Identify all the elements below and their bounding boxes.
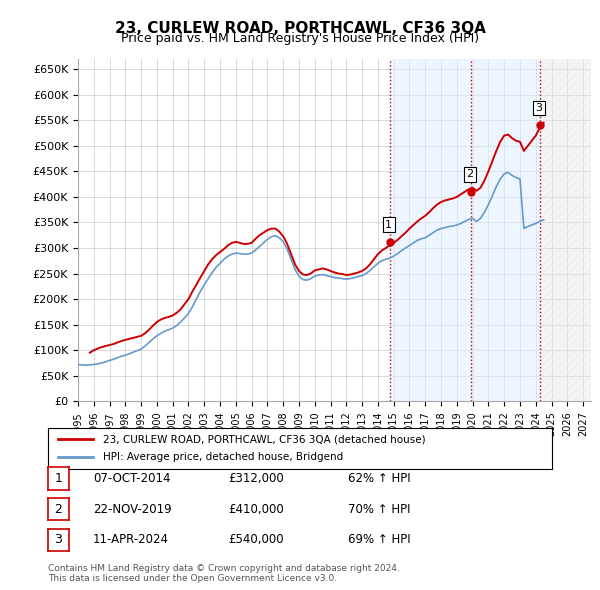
Text: 23, CURLEW ROAD, PORTHCAWL, CF36 3QA (detached house): 23, CURLEW ROAD, PORTHCAWL, CF36 3QA (de… bbox=[103, 434, 426, 444]
Text: 2: 2 bbox=[55, 503, 62, 516]
Text: HPI: Average price, detached house, Bridgend: HPI: Average price, detached house, Brid… bbox=[103, 453, 344, 463]
Text: 1: 1 bbox=[55, 472, 62, 485]
Text: 70% ↑ HPI: 70% ↑ HPI bbox=[348, 503, 410, 516]
Bar bbox=[540, 59, 591, 401]
Text: Price paid vs. HM Land Registry's House Price Index (HPI): Price paid vs. HM Land Registry's House … bbox=[121, 32, 479, 45]
Bar bbox=[390, 59, 471, 401]
Text: £410,000: £410,000 bbox=[228, 503, 284, 516]
Text: 07-OCT-2014: 07-OCT-2014 bbox=[93, 472, 170, 485]
Text: £312,000: £312,000 bbox=[228, 472, 284, 485]
Text: 22-NOV-2019: 22-NOV-2019 bbox=[93, 503, 172, 516]
Text: 3: 3 bbox=[55, 533, 62, 546]
Text: £540,000: £540,000 bbox=[228, 533, 284, 546]
Text: 1: 1 bbox=[385, 219, 392, 230]
Text: Contains HM Land Registry data © Crown copyright and database right 2024.: Contains HM Land Registry data © Crown c… bbox=[48, 565, 400, 573]
Text: 2: 2 bbox=[466, 169, 473, 179]
Text: 23, CURLEW ROAD, PORTHCAWL, CF36 3QA: 23, CURLEW ROAD, PORTHCAWL, CF36 3QA bbox=[115, 21, 485, 35]
Text: 62% ↑ HPI: 62% ↑ HPI bbox=[348, 472, 410, 485]
Text: 11-APR-2024: 11-APR-2024 bbox=[93, 533, 169, 546]
Text: 69% ↑ HPI: 69% ↑ HPI bbox=[348, 533, 410, 546]
Text: 3: 3 bbox=[535, 103, 542, 113]
Text: This data is licensed under the Open Government Licence v3.0.: This data is licensed under the Open Gov… bbox=[48, 574, 337, 583]
Bar bbox=[471, 59, 540, 401]
